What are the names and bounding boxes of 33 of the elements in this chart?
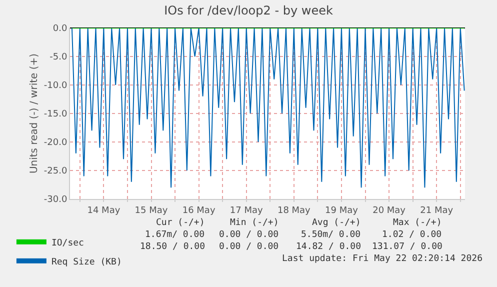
text: 1.02 / 0.00 xyxy=(382,230,442,240)
x-tick-label: 19 May xyxy=(325,206,359,216)
text: 131.07 / 0.00 xyxy=(372,242,442,252)
text: 14.82 / 0.00 xyxy=(296,242,362,252)
text: 0.00 / 0.00 xyxy=(219,230,279,240)
y-tick-label: 0.0 xyxy=(52,24,68,34)
text: 1.67m/ 0.00 xyxy=(145,230,205,240)
text: Max (-/+) xyxy=(393,218,442,228)
x-tick-label: 20 May xyxy=(372,206,406,216)
x-tick-label: 18 May xyxy=(277,206,312,216)
chart-title: IOs for /dev/loop2 - by week xyxy=(164,3,333,18)
y-tick-label: -10.0 xyxy=(44,81,68,92)
legend-label: IO/sec xyxy=(51,238,84,248)
line-series xyxy=(71,28,465,188)
x-tick-label: 17 May xyxy=(230,206,264,216)
text: Min (-/+) xyxy=(230,218,279,228)
text: Last update: Fri May 22 02:20:14 2026 xyxy=(282,254,482,264)
y-tick-label: -20.0 xyxy=(44,138,68,148)
y-tick-label: -30.0 xyxy=(44,195,68,206)
text: 18.50 / 0.00 xyxy=(140,242,206,252)
y-axis-title: Units read (-) / write (+) xyxy=(28,53,40,174)
y-tick-label: -25.0 xyxy=(44,166,68,177)
y-tick-label: -15.0 xyxy=(44,110,68,120)
x-tick-label: 15 May xyxy=(134,206,168,216)
x-tick-label: 14 May xyxy=(87,206,121,216)
legend-label: Req Size (KB) xyxy=(51,257,122,268)
text: 0.00 / 0.00 xyxy=(219,242,279,252)
text: Cur (-/+) xyxy=(156,218,205,228)
x-tick-label: 21 May xyxy=(420,206,454,216)
x-tick-label: 16 May xyxy=(182,206,216,216)
text: 5.50m/ 0.00 xyxy=(301,230,361,240)
y-tick-label: -5.0 xyxy=(50,52,68,63)
text: Avg (-/+) xyxy=(312,218,361,228)
